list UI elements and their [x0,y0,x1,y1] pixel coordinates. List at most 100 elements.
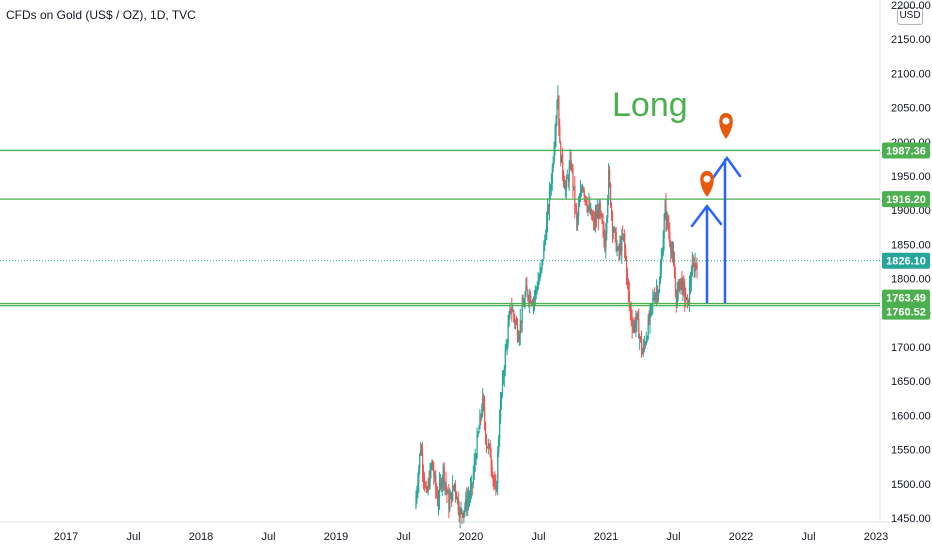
candle-body [476,435,478,458]
candle-body [420,450,422,455]
candle-body [642,345,645,355]
candle-body [545,239,547,241]
candle-body [499,420,501,440]
candle-body [637,313,639,319]
candle-body [684,286,686,300]
candle-body [643,344,646,346]
candle-body [469,488,472,497]
candle-body [648,319,650,322]
candle-body [591,209,593,219]
y-tick-label: 1850.00 [891,239,931,251]
candle-body [576,209,578,221]
candle-body [617,248,619,250]
candle-body [498,439,500,454]
candle-body [629,305,631,311]
candle-body [646,338,648,340]
candle-body [462,513,464,516]
candle-body [570,159,572,168]
candle-body [683,281,685,287]
candle-body [602,222,604,228]
candle-body [440,481,443,488]
candle-body [482,395,484,413]
candle-body [624,233,626,248]
candle-body [443,466,445,484]
candle-body [508,316,510,327]
currency-badge[interactable]: USD [897,7,923,25]
candle-body [594,219,596,224]
candle-body [688,299,690,304]
target-marker-icon[interactable] [700,171,714,197]
candle-body [664,204,666,220]
level-price-label: 1916.20 [882,191,930,208]
candle-body [466,498,468,508]
candle-body [673,251,675,264]
candle-body [473,462,475,474]
x-tick-label: Jul [801,531,815,543]
candle-body [687,297,689,300]
arrow-up-2 [711,155,742,304]
candle-body [678,281,680,291]
candle-body [534,289,537,297]
candle-body [485,438,488,447]
candle-body [449,498,451,510]
y-tick-label: 2200.00 [891,0,931,12]
candle-body [649,308,651,322]
candle-body [415,497,417,508]
candle-body [427,481,429,492]
candle-body [619,244,621,252]
candle-body [478,428,480,434]
candle-body [564,188,567,190]
candle-body [430,467,432,469]
candle-body [588,204,590,207]
candle-body [548,190,551,210]
candle-body [563,173,565,182]
candle-body [601,215,603,223]
candle-body [496,483,498,491]
candle-body [609,169,611,185]
candle-body [435,475,437,489]
candle-body [682,281,684,293]
level-price-label: 1760.52 [882,303,930,320]
candle-body [455,492,458,500]
candle-body [605,232,607,251]
candle-body [558,95,560,127]
candle-body [507,326,509,344]
candle-body [654,297,656,300]
candle-body [416,491,418,498]
candle-body [458,510,460,517]
candle-body [631,319,633,328]
candle-body [419,454,421,469]
target-marker-icon[interactable] [719,113,733,139]
candle-body [581,188,584,191]
candle-body [553,147,555,162]
candle-body [571,167,573,169]
candle-body [467,499,469,508]
chart-title: CFDs on Gold (US$ / OZ), 1D, TVC [6,8,196,22]
candle-body [644,344,646,346]
candle-body [515,322,517,324]
candle-body [468,498,470,500]
candle-body [578,206,580,217]
candle-body [546,220,548,240]
candle-body [677,281,679,290]
candle-body [452,485,454,501]
candle-body [479,415,481,429]
candle-body [584,195,586,198]
x-tick-label: Jul [666,531,680,543]
candle-body [464,506,466,511]
candle-body [696,264,698,269]
candle-body [514,316,516,323]
long-arrows[interactable] [690,155,742,304]
candle-body [439,481,442,484]
candle-body [586,203,588,209]
candle-body [490,457,492,467]
candle-body [625,247,627,260]
candle-body [472,473,474,484]
candle-body [520,320,522,323]
candle-body [521,305,523,323]
candle-body [510,308,512,310]
candle-body [542,259,544,261]
candle-body [694,263,696,272]
